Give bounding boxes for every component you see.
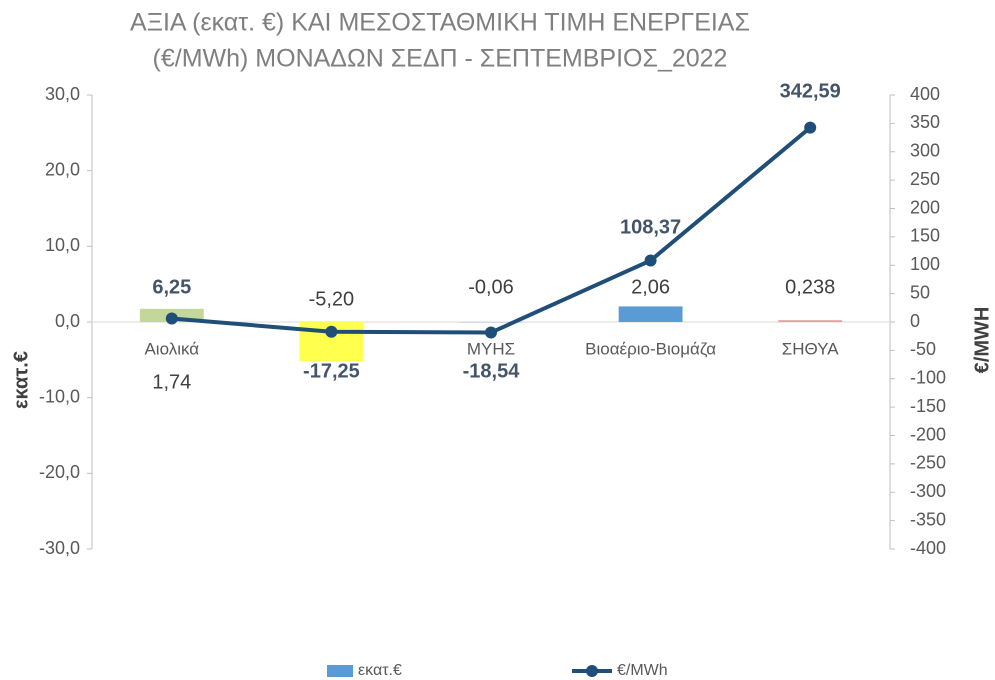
y2-tick-label: 350 <box>910 112 940 132</box>
bar-value-label: 2,06 <box>631 276 670 298</box>
y2-tick-label: 400 <box>910 84 940 104</box>
x-tick-label: Βιοαέριο-Βιομάζα <box>585 339 716 358</box>
y2-tick-label: 50 <box>910 282 930 302</box>
legend-swatch <box>586 665 598 677</box>
y2-tick-label: -300 <box>910 481 946 501</box>
line-marker <box>485 326 497 339</box>
line-marker <box>325 325 338 338</box>
line <box>171 126 812 335</box>
bar <box>778 320 843 322</box>
line-marker <box>644 254 657 267</box>
legend-label: εκατ.€ <box>358 662 402 679</box>
x-tick-label: ΜΥΗΣ <box>467 339 515 358</box>
line-value-label: 6,25 <box>152 276 191 298</box>
x-tick-label: Αιολικά <box>144 339 199 358</box>
y2-tick-label: 300 <box>910 141 940 161</box>
y2-tick-label: -50 <box>910 339 936 359</box>
line-marker <box>165 312 178 325</box>
y-tick-label: 0,0 <box>55 311 80 331</box>
bar-value-label: -0,06 <box>468 276 514 298</box>
y2-tick-label: 100 <box>910 254 940 274</box>
bar <box>618 306 683 322</box>
y2-tick-label: 250 <box>910 169 940 189</box>
y-tick-label: 20,0 <box>45 159 80 179</box>
y2-tick-label: -350 <box>910 509 946 529</box>
line-value-label: 108,37 <box>620 216 681 238</box>
chart-title: (€/MWh) ΜΟΝΑΔΩΝ ΣΕΔΠ - ΣΕΠΤΕΜΒΡΙΟΣ_2022 <box>153 45 728 73</box>
y2-tick-label: 0 <box>910 311 920 331</box>
chart-title: ΑΞΙΑ (εκατ. €) ΚΑΙ ΜΕΣΟΣΤΑΘΜΙΚΗ ΤΙΜΗ ΕΝΕ… <box>130 9 750 37</box>
y2-axis-label: €/MWH <box>971 307 993 374</box>
y2-tick-label: -150 <box>910 396 946 416</box>
y-tick-label: 30,0 <box>45 84 80 104</box>
x-tick-label: ΣΗΘΥΑ <box>782 339 840 358</box>
y-tick-label: 10,0 <box>45 235 80 255</box>
y2-tick-label: 150 <box>910 226 940 246</box>
line-value-label: 342,59 <box>780 80 841 102</box>
y2-tick-label: -200 <box>910 424 946 444</box>
y2-tick-label: -400 <box>910 538 946 558</box>
bar-value-label: -5,20 <box>309 288 355 310</box>
line-value-label: -17,25 <box>303 360 360 382</box>
y-tick-label: -20,0 <box>39 462 80 482</box>
bar-value-label: 1,74 <box>152 371 191 393</box>
y2-tick-label: -100 <box>910 368 946 388</box>
legend-swatch <box>327 665 353 677</box>
y2-tick-label: 200 <box>910 197 940 217</box>
y-axis-label: εκατ.€ <box>10 351 32 409</box>
y2-tick-label: -250 <box>910 453 946 473</box>
line-value-label: -18,54 <box>463 360 521 382</box>
line-marker <box>804 121 817 134</box>
bar-value-label: 0,238 <box>785 276 835 298</box>
y-tick-label: -30,0 <box>39 538 80 558</box>
legend-label: €/MWh <box>617 662 668 679</box>
y-tick-label: -10,0 <box>39 386 80 406</box>
